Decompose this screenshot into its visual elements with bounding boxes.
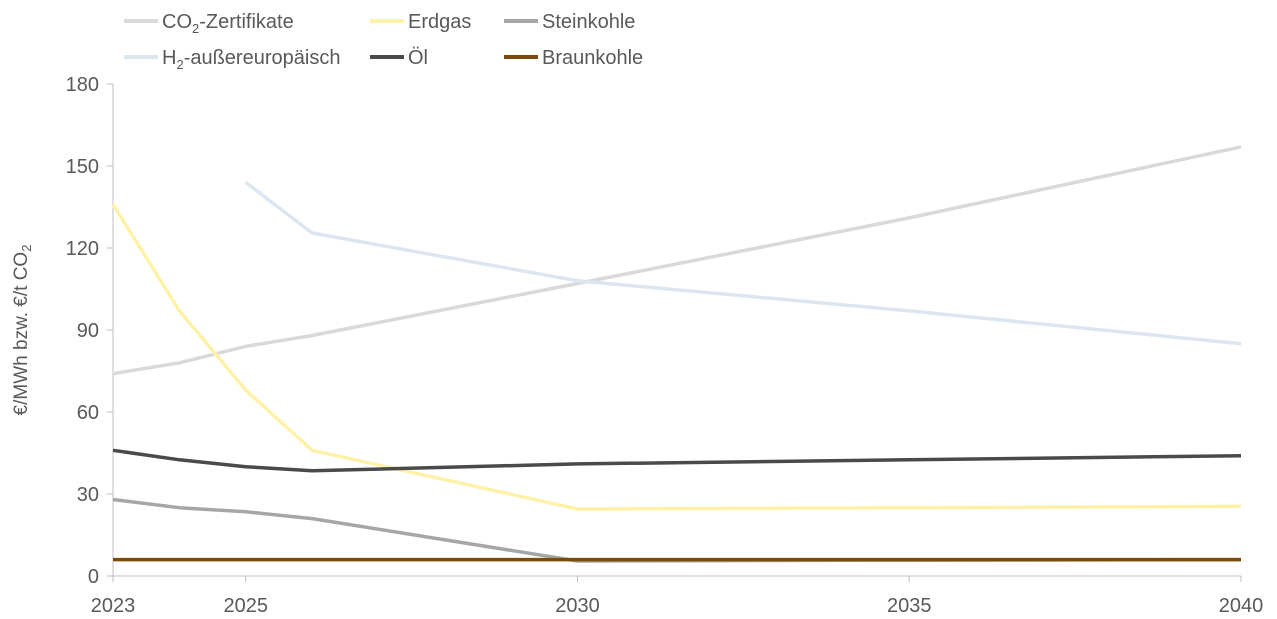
x-tick-label: 2035 (887, 595, 932, 617)
legend-label: CO2-Zertifikate (162, 11, 294, 36)
y-axis-title: €/MWh bzw. €/t CO2 (11, 245, 34, 416)
x-tick-label: 2030 (555, 595, 600, 617)
series-line-0 (112, 145, 1242, 376)
legend-label: Steinkohle (542, 11, 635, 33)
y-tick-label: 180 (66, 74, 99, 96)
axes: 0 30 60 90 120 150 180 2023 2025 2030 2035 2040 (66, 74, 1264, 617)
legend: CO2-Zertifikate Erdgas Steinkohle H2-außere… (124, 11, 643, 72)
legend-item: CO2-Zertifikate (124, 11, 294, 36)
series-line-1 (111, 203, 1242, 511)
x-tick-label: 2040 (1219, 595, 1264, 617)
series-layer (111, 145, 1242, 563)
y-tick-label: 120 (66, 238, 99, 260)
legend-item: Steinkohle (504, 11, 635, 33)
legend-item: H2-außereuropäisch (124, 47, 340, 72)
y-tick-label: 0 (88, 566, 99, 588)
legend-item: Erdgas (370, 11, 471, 33)
y-tick-label: 60 (77, 402, 99, 424)
x-tick-label: 2023 (91, 595, 136, 617)
y-tick-label: 150 (66, 156, 99, 178)
series-line-4 (112, 448, 1242, 473)
legend-label: Braunkohle (542, 47, 643, 69)
legend-item: Braunkohle (504, 47, 643, 69)
x-tick-label: 2025 (223, 595, 268, 617)
legend-item: Öl (370, 47, 428, 69)
y-tick-label: 90 (77, 320, 99, 342)
y-tick-label: 30 (77, 484, 99, 506)
legend-label: Erdgas (408, 11, 471, 33)
series-line-3 (244, 181, 1242, 346)
legend-label: Öl (408, 47, 428, 69)
legend-label: H2-außereuropäisch (162, 47, 340, 72)
